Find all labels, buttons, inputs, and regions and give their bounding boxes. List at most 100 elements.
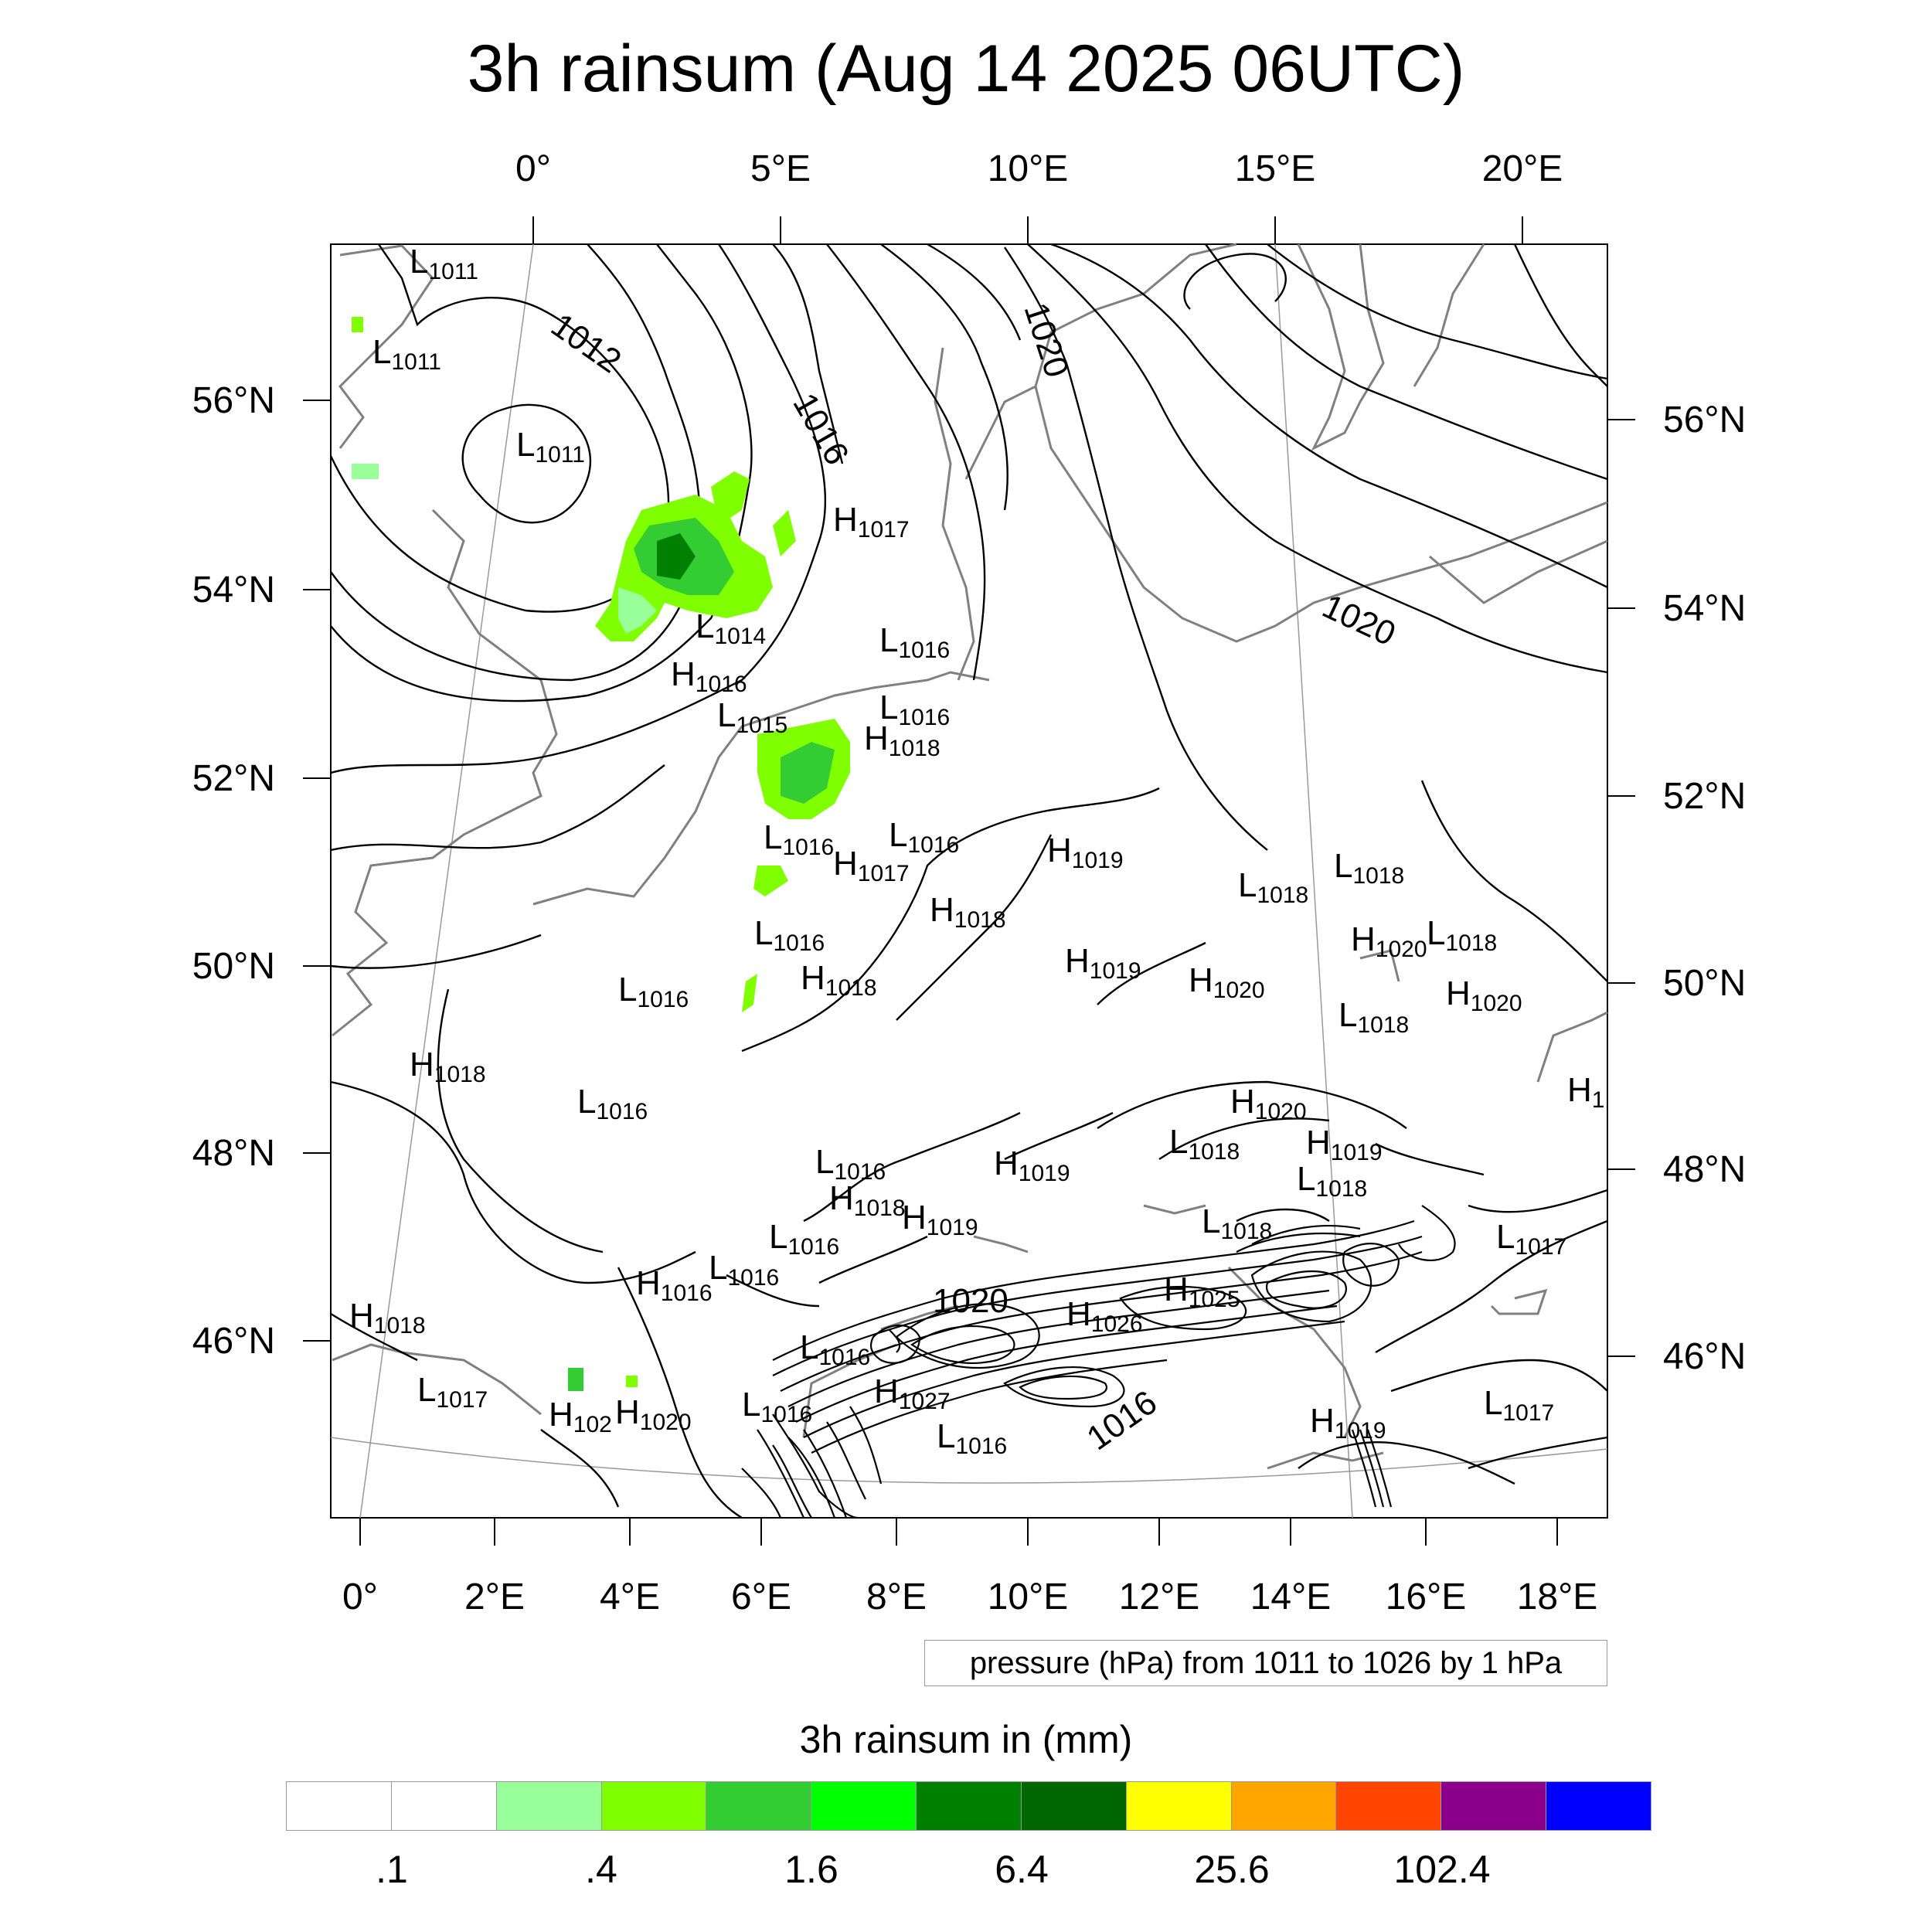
bottom-lon-label: 16°E — [1386, 1577, 1467, 1617]
left-lat-label: 54°N — [192, 570, 275, 611]
pressure-center: H1019 — [1310, 1402, 1386, 1444]
pressure-center: L1016 — [889, 816, 959, 858]
pressure-center: H1020 — [1230, 1083, 1307, 1124]
colorbar-segment — [1021, 1782, 1127, 1830]
colorbar — [286, 1781, 1651, 1831]
pressure-center: L1017 — [417, 1371, 488, 1413]
ticks — [303, 216, 1635, 1546]
bottom-lon-label: 12°E — [1119, 1577, 1200, 1617]
pressure-center: L1016 — [742, 1386, 812, 1427]
right-lat-label: 56°N — [1663, 400, 1746, 440]
right-lat-label: 46°N — [1663, 1336, 1746, 1377]
colorbar-segment — [1546, 1782, 1651, 1830]
pressure-center: H1026 — [1066, 1295, 1143, 1337]
pressure-center: L1016 — [800, 1328, 870, 1370]
coastlines — [332, 243, 1608, 1470]
left-lat-label: 56°N — [192, 380, 275, 421]
pressure-center: L1018 — [1202, 1202, 1272, 1244]
right-lat-label: 48°N — [1663, 1149, 1746, 1190]
pressure-center: L1016 — [879, 689, 950, 730]
pressure-center: L1018 — [1297, 1160, 1367, 1202]
pressure-center: H1018 — [930, 891, 1006, 933]
colorbar-segment — [391, 1782, 497, 1830]
colorbar-label: 1.6 — [784, 1848, 838, 1891]
pressure-center: H1027 — [874, 1372, 951, 1414]
pressure-center: H1017 — [833, 845, 910, 886]
pressure-info-box: pressure (hPa) from 1011 to 1026 by 1 hP… — [924, 1640, 1607, 1686]
alpine-contours — [741, 1205, 1456, 1519]
left-lat-labels: 56°N 54°N 52°N 50°N 48°N 46°N — [192, 380, 275, 1362]
top-lon-label: 0° — [515, 148, 551, 189]
colorbar-label: 25.6 — [1194, 1848, 1270, 1891]
colorbar-segment — [496, 1782, 602, 1830]
pressure-center: H1018 — [829, 1179, 906, 1221]
top-lon-label: 15°E — [1235, 148, 1316, 189]
pressure-center: H1020 — [1189, 961, 1265, 1003]
colorbar-segment — [287, 1782, 392, 1830]
pressure-center: H1025 — [1164, 1270, 1240, 1312]
pressure-center: H1019 — [902, 1199, 978, 1240]
right-lat-label: 50°N — [1663, 963, 1746, 1004]
pressure-center: L1016 — [815, 1143, 886, 1185]
pressure-center: L1018 — [1334, 847, 1404, 889]
pressure-center: H1018 — [349, 1297, 426, 1338]
colorbar-segment — [917, 1782, 1022, 1830]
pressure-center: H1019 — [1047, 832, 1124, 873]
pressure-center: L1016 — [769, 1218, 839, 1260]
graticule — [330, 243, 1608, 1519]
pressure-center: L1018 — [1238, 866, 1308, 908]
bottom-lon-label: 4°E — [600, 1577, 660, 1617]
pressure-center: L1016 — [879, 621, 950, 663]
pressure-center: H1016 — [636, 1264, 713, 1306]
pressure-center: L1018 — [1427, 914, 1497, 956]
pressure-center: L1011 — [372, 333, 441, 375]
map-title: 3h rainsum (Aug 14 2025 06UTC) — [467, 32, 1465, 106]
top-lon-label: 5°E — [750, 148, 811, 189]
pressure-center: L1016 — [577, 1083, 648, 1124]
left-lat-label: 48°N — [192, 1133, 275, 1174]
pressure-center: L1018 — [1338, 996, 1409, 1038]
colorbar-label: 6.4 — [995, 1848, 1049, 1891]
pressure-center: H1018 — [864, 719, 940, 761]
pressure-center: H1 — [1567, 1071, 1604, 1113]
pressure-center: L1016 — [764, 818, 834, 860]
left-lat-label: 50°N — [192, 946, 275, 987]
pressure-center: L1017 — [1496, 1218, 1566, 1260]
bottom-lon-label: 18°E — [1517, 1577, 1598, 1617]
colorbar-segment — [601, 1782, 707, 1830]
pressure-center: H1019 — [1306, 1124, 1383, 1165]
top-lon-label: 20°E — [1482, 148, 1563, 189]
pressure-center: L1011 — [410, 243, 478, 284]
colorbar-segment — [1231, 1782, 1337, 1830]
left-lat-label: 52°N — [192, 758, 275, 799]
colorbar-segment — [811, 1782, 917, 1830]
pressure-centers: L1011 L1011 L1011 H1017 L1014 L1016 H101… — [349, 243, 1604, 1459]
pressure-center: H1018 — [410, 1046, 486, 1087]
top-lon-labels: 0° 5°E 10°E 15°E 20°E — [515, 148, 1563, 189]
pressure-center: L1016 — [618, 971, 689, 1012]
bottom-lon-label: 2°E — [464, 1577, 525, 1617]
right-lat-label: 52°N — [1663, 776, 1746, 817]
bottom-lon-label: 8°E — [866, 1577, 927, 1617]
colorbar-label: .4 — [585, 1848, 617, 1891]
bottom-lon-labels: 0° 2°E 4°E 6°E 8°E 10°E 12°E 14°E 16°E 1… — [342, 1577, 1597, 1617]
bottom-lon-label: 14°E — [1250, 1577, 1332, 1617]
pressure-center: L1018 — [1169, 1123, 1240, 1165]
pressure-center: L1017 — [1484, 1384, 1554, 1426]
pressure-center: H1018 — [801, 959, 877, 1001]
pressure-center: H1016 — [671, 655, 747, 697]
right-lat-labels: 56°N 54°N 52°N 50°N 48°N 46°N — [1663, 400, 1746, 1377]
pressure-center: H1019 — [1065, 942, 1141, 984]
pressure-center: H1020 — [1351, 920, 1427, 962]
contour-label: 1020 — [933, 1282, 1009, 1320]
pressure-center: H1019 — [994, 1145, 1070, 1186]
top-lon-label: 10°E — [988, 148, 1069, 189]
colorbar-label: .1 — [376, 1848, 408, 1891]
right-lat-label: 54°N — [1663, 588, 1746, 629]
pressure-center: H1020 — [1446, 975, 1522, 1016]
bottom-lon-label: 0° — [342, 1577, 378, 1617]
colorbar-segment — [706, 1782, 812, 1830]
colorbar-label: 102.4 — [1393, 1848, 1491, 1891]
pressure-center: L1015 — [717, 696, 787, 738]
